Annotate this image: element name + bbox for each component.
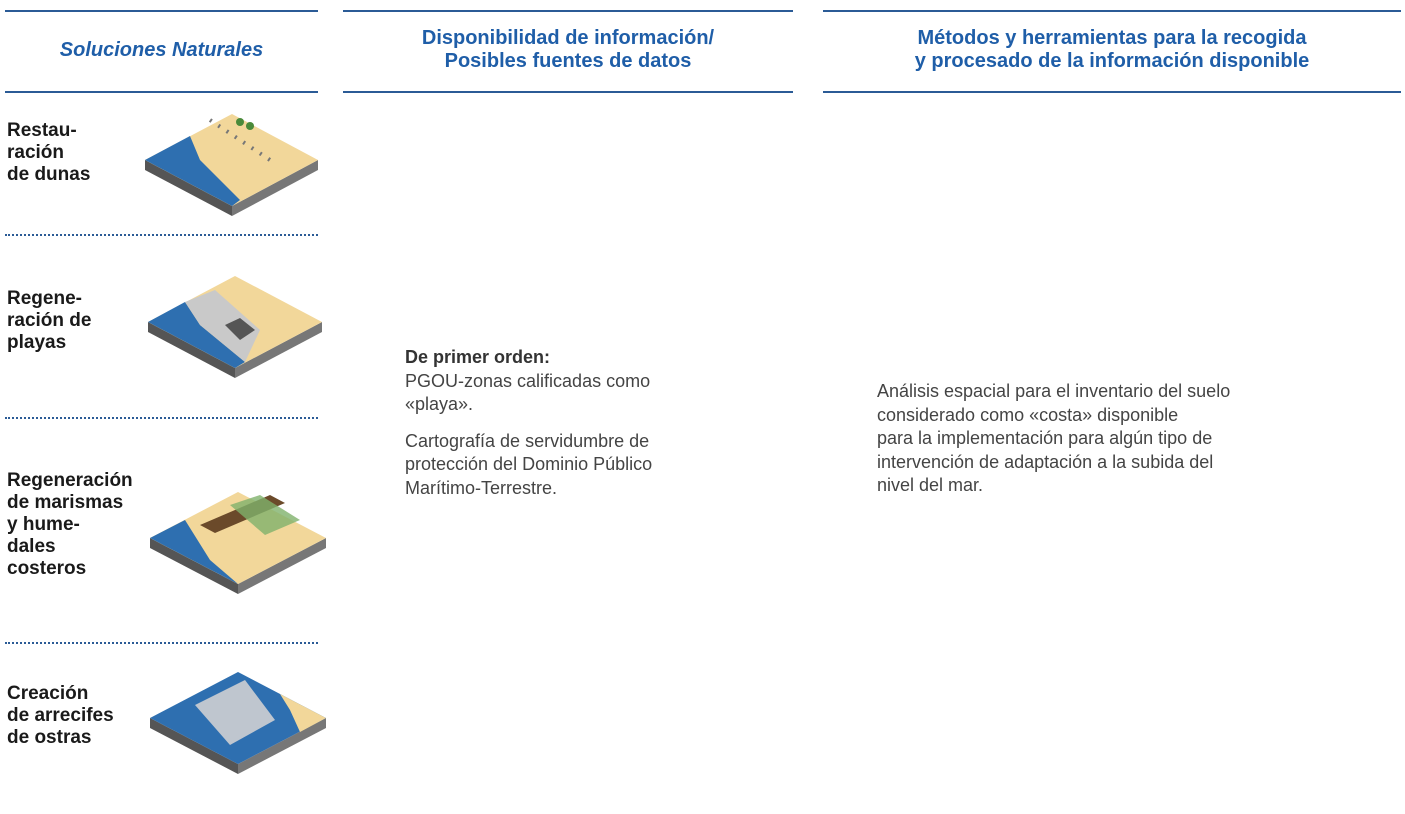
text-line: protección del Dominio Público (405, 454, 653, 474)
text-line: ración (7, 142, 65, 163)
tile (145, 114, 318, 216)
text-line: Restau- (7, 120, 77, 141)
sources: De primer orden: PGOU-zonas calificadas … (405, 346, 652, 500)
text-line: Creación (7, 683, 89, 704)
separator (5, 642, 318, 644)
text-line: Análisis espacial para el inventario del… (877, 381, 1231, 401)
solution-label: Regene-ración de playas (7, 288, 91, 354)
paragraph: PGOU-zonas calificadas como «playa». (405, 370, 652, 417)
header-line: Disponibilidad de información/ (421, 27, 715, 49)
rule (5, 91, 318, 93)
text-line: ración de (7, 310, 92, 331)
text-line: playas (7, 332, 67, 353)
solution-label: Restau-ración de dunas (7, 120, 90, 186)
separator (5, 417, 318, 419)
tile (150, 492, 326, 594)
text-line: Marítimo-Terrestre. (405, 477, 558, 498)
header: Métodos y herramientas para la recogida … (823, 27, 1401, 73)
header: Disponibilidad de información/ Posibles … (343, 27, 793, 73)
text-line: costeros (7, 558, 87, 579)
separator (5, 234, 318, 236)
text-line: considerado como «costa» disponible (877, 404, 1179, 425)
header: Soluciones Naturales (59, 39, 264, 61)
text-line: dales (7, 536, 56, 557)
text-line: intervención de adaptación a la subida d… (877, 451, 1214, 472)
paragraph: Cartografía de servidumbre de protección … (405, 430, 652, 501)
rule (5, 10, 318, 12)
methods: Análisis espacial para el inventario del… (877, 380, 1230, 498)
rule (823, 91, 1401, 93)
header-line: Posibles fuentes de datos (444, 50, 692, 72)
sources-heading: De primer orden: (405, 347, 551, 367)
solution-label: Creación de arrecifes de ostras (7, 683, 114, 749)
text-line: PGOU-zonas calificadas como (405, 370, 651, 391)
text-line: nivel del mar. (877, 475, 984, 495)
rule (823, 10, 1401, 12)
text-line: de ostras (7, 727, 92, 748)
tile (148, 276, 322, 378)
text-line: Regeneración (7, 470, 133, 491)
text-line: de marismas (7, 492, 124, 513)
header-line: Métodos y herramientas para la recogida (917, 27, 1307, 49)
text-line: «playa». (405, 394, 474, 414)
text-line: Regene- (7, 288, 82, 309)
rule (343, 91, 793, 93)
text-line: de arrecifes (7, 705, 114, 726)
text-line: Cartografía de servidumbre de (405, 430, 650, 451)
solution-label: Regeneración de marismas y hume-dales coste… (7, 470, 133, 580)
rule (343, 10, 793, 12)
text-line: de dunas (7, 164, 91, 185)
tile (150, 672, 326, 774)
text-line: y hume- (7, 514, 80, 535)
header-line: y procesado de la información disponible (914, 50, 1310, 72)
text-line: para la implementación para algún tipo d… (877, 428, 1213, 448)
